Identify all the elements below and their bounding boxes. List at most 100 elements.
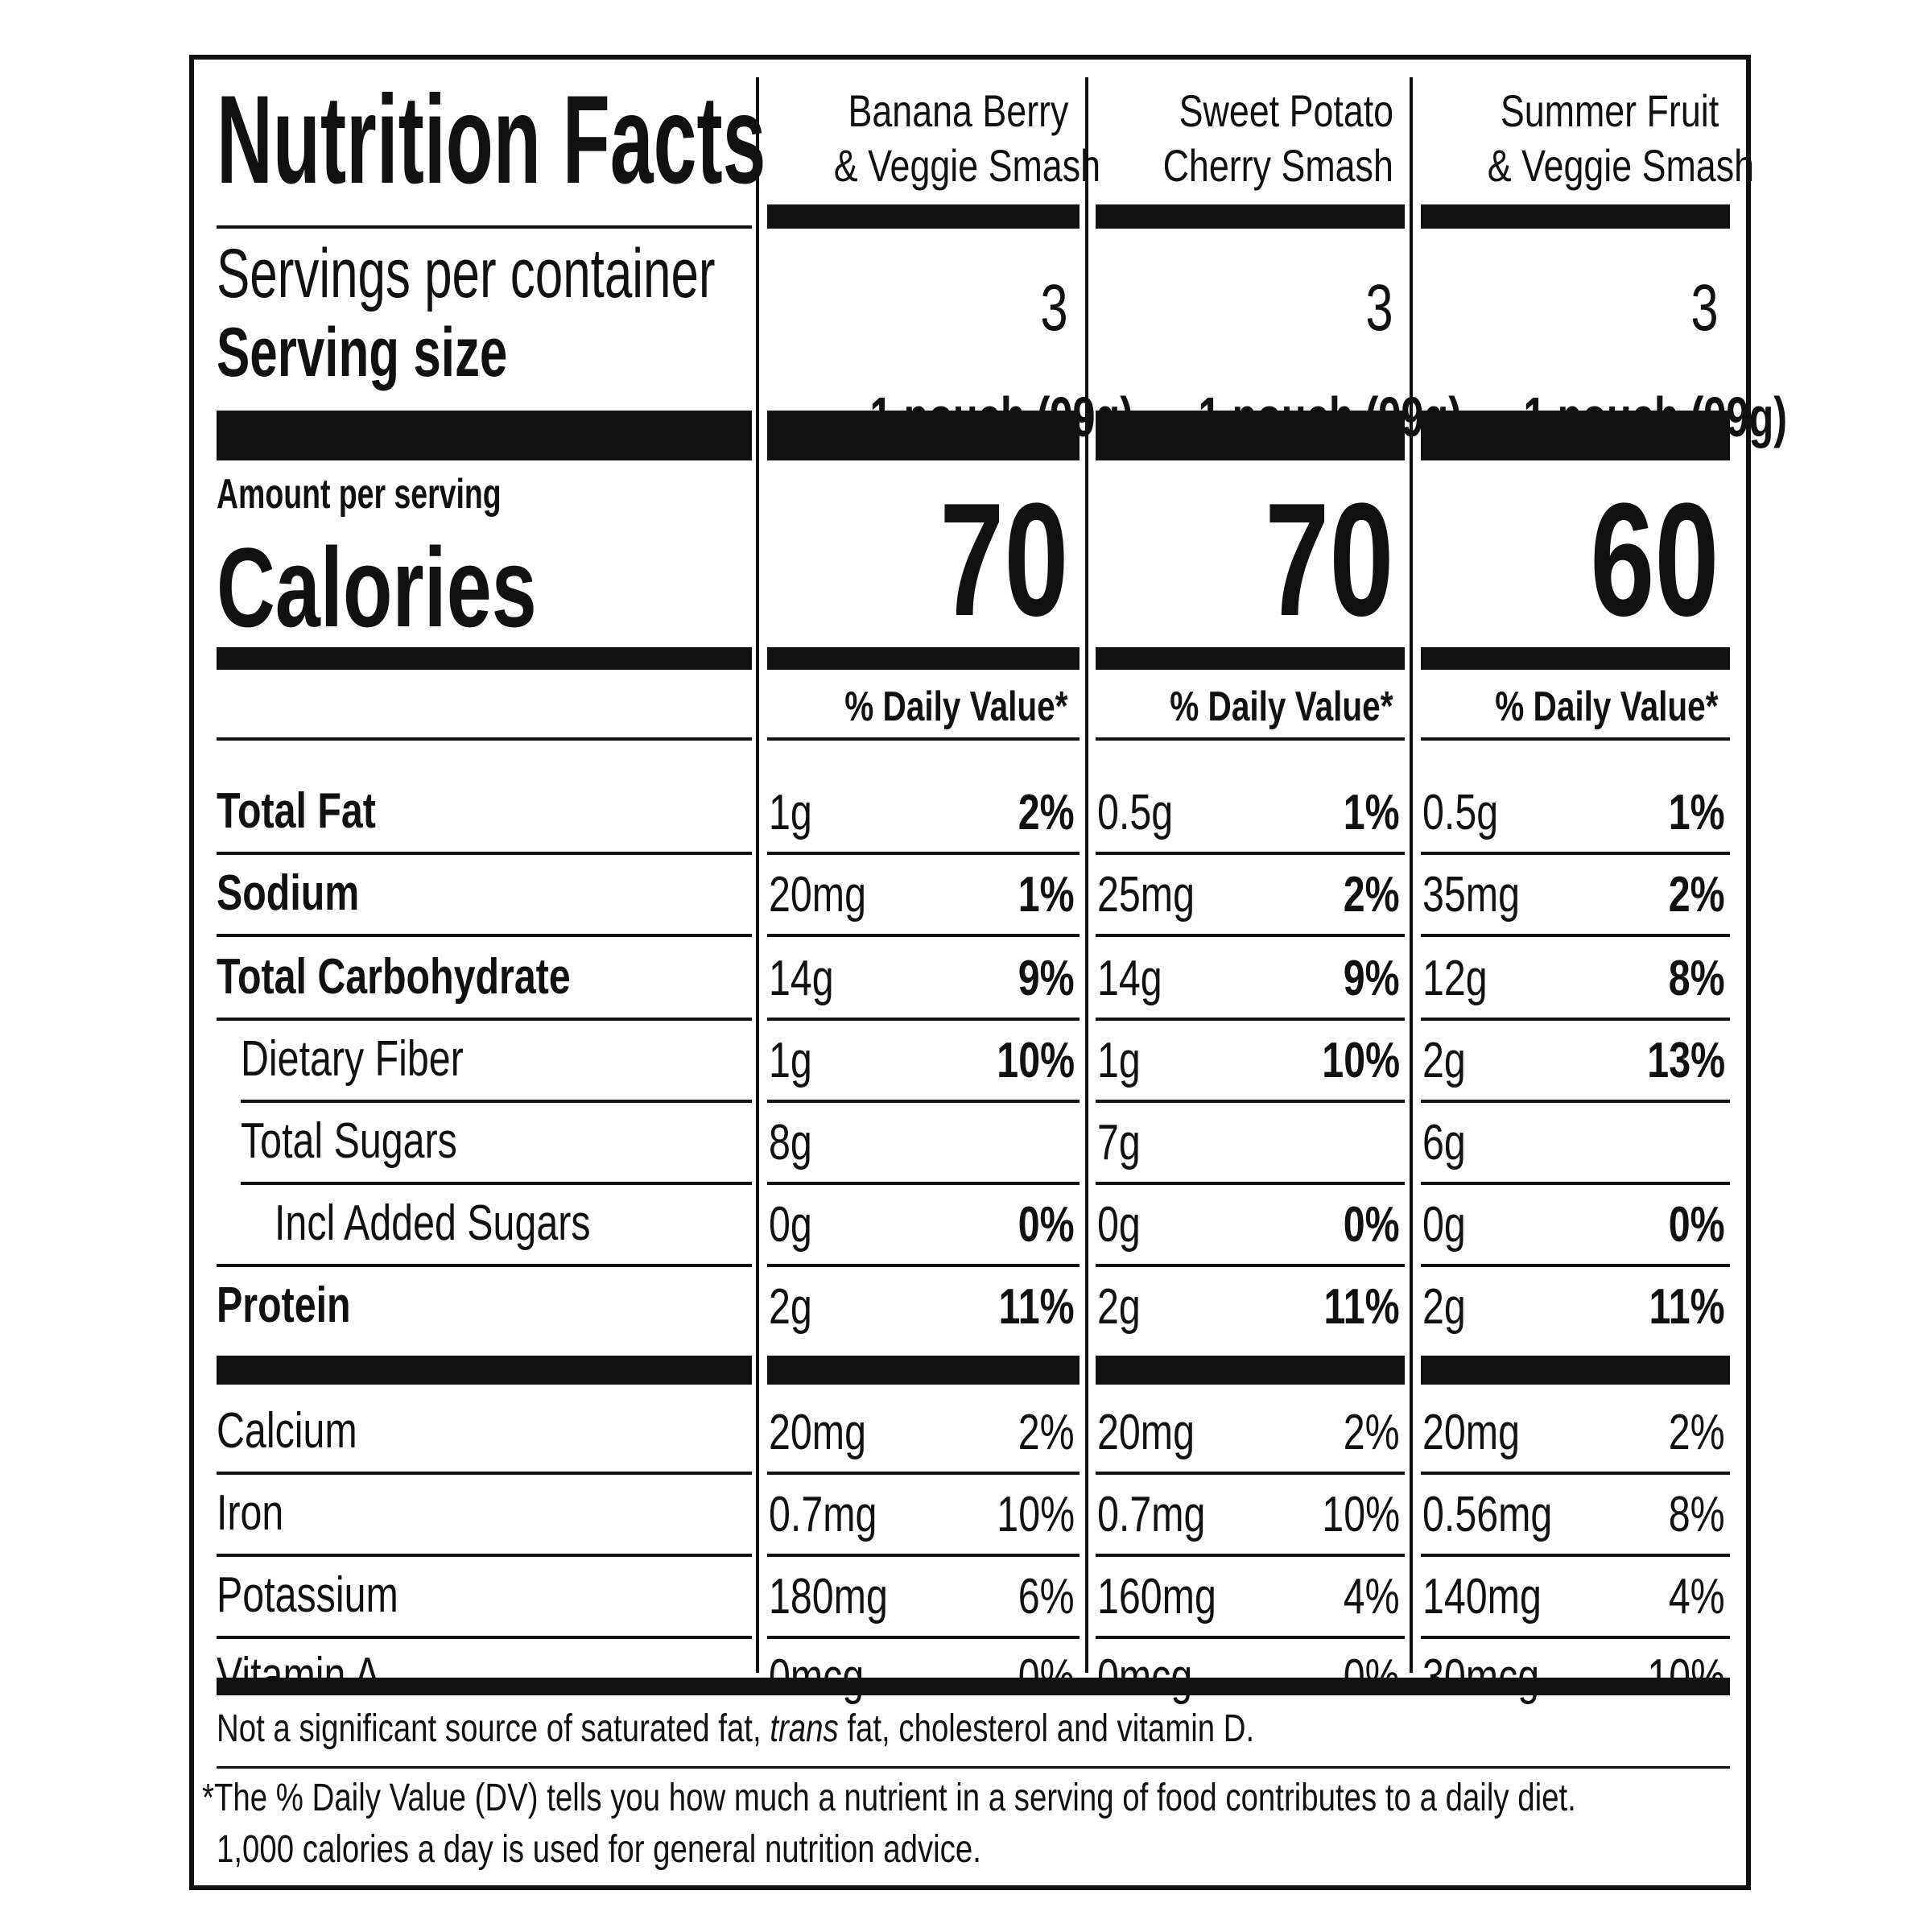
product-name-text: Cherry Smash bbox=[1162, 140, 1393, 191]
divider-thick bbox=[1421, 411, 1730, 460]
nutrient-daily-value-text: 0% bbox=[1344, 1649, 1400, 1707]
nutrient-daily-value: 11% bbox=[1421, 1278, 1725, 1336]
divider-thin bbox=[767, 1018, 1080, 1021]
servings-per-container-value: 3 bbox=[1421, 275, 1719, 341]
divider-thick bbox=[217, 411, 752, 460]
nutrient-daily-value-text: 0% bbox=[1018, 1649, 1075, 1707]
nutrient-daily-value: 10% bbox=[1421, 1649, 1725, 1707]
nutrient-daily-value bbox=[767, 1114, 1075, 1172]
nutrient-amount: 0.7mg bbox=[1097, 1486, 1236, 1544]
nutrient-label: Calcium bbox=[217, 1402, 397, 1460]
nutrition-label: Nutrition Facts Servings per container S… bbox=[189, 55, 1787, 1890]
nutrient-daily-value-text: 2% bbox=[1669, 1405, 1725, 1460]
divider-thin bbox=[1421, 1636, 1730, 1639]
daily-value-header: % Daily Value* bbox=[1421, 683, 1719, 731]
divider-medium bbox=[1096, 204, 1405, 229]
daily-value-header-text: % Daily Value* bbox=[1170, 683, 1393, 730]
label-title-text: Nutrition Facts bbox=[217, 70, 766, 210]
calories-number: 70 bbox=[1264, 470, 1393, 650]
nutrient-amount: 6g bbox=[1422, 1114, 1478, 1172]
nutrient-label-text: Total Carbohydrate bbox=[217, 949, 571, 1005]
divider-medium bbox=[1096, 647, 1405, 670]
daily-value-header-text: % Daily Value* bbox=[844, 683, 1068, 730]
nutrient-amount: 12g bbox=[1422, 950, 1505, 1008]
nutrient-daily-value: 1% bbox=[1096, 784, 1400, 842]
calories-value: 70 bbox=[1096, 480, 1393, 641]
divider-thin bbox=[1421, 1472, 1730, 1475]
divider-thin bbox=[217, 1472, 752, 1475]
serving-size-label: Serving size bbox=[217, 314, 508, 391]
nutrient-amount-text: 0.5g bbox=[1422, 785, 1499, 840]
nutrient-label-text: Protein bbox=[217, 1278, 351, 1333]
nutrient-amount: 20mg bbox=[769, 1404, 894, 1462]
nutrient-amount-text: 0.5g bbox=[1097, 785, 1174, 840]
nutrient-amount: 8g bbox=[769, 1114, 824, 1172]
nutrient-amount: 0mcg bbox=[769, 1649, 891, 1707]
nutrient-amount: 35mg bbox=[1422, 866, 1547, 924]
nutrient-amount: 0g bbox=[769, 1196, 824, 1254]
nutrient-amount-text: 2g bbox=[1097, 1279, 1141, 1335]
nutrient-label: Potassium bbox=[217, 1567, 449, 1624]
nutrient-amount-text: 30mcg bbox=[1422, 1649, 1539, 1707]
nutrient-label: Vitamin A bbox=[217, 1647, 427, 1705]
nutrient-daily-value-text: 4% bbox=[1344, 1569, 1400, 1624]
nutrient-daily-value-text: 10% bbox=[1322, 1033, 1400, 1088]
divider-thin bbox=[1421, 852, 1730, 855]
divider-medium bbox=[1421, 204, 1730, 229]
nutrient-daily-value-text: 9% bbox=[1344, 951, 1400, 1006]
divider-thick bbox=[767, 411, 1080, 460]
nutrient-daily-value-text: 8% bbox=[1669, 1487, 1725, 1542]
nutrient-amount: 0.7mg bbox=[769, 1486, 907, 1544]
nutrient-label: Total Sugars bbox=[241, 1113, 518, 1170]
nutrient-amount: 160mg bbox=[1097, 1568, 1250, 1626]
divider-thin bbox=[217, 852, 752, 855]
nutrient-amount-text: 12g bbox=[1422, 951, 1488, 1006]
product-name-line2: Cherry Smash bbox=[1096, 138, 1393, 193]
nutrient-daily-value-text: 10% bbox=[997, 1033, 1075, 1088]
nutrient-amount-text: 2g bbox=[1422, 1279, 1466, 1335]
nutrient-amount-text: 0.7mg bbox=[769, 1487, 877, 1542]
nutrient-amount: 7g bbox=[1097, 1114, 1153, 1172]
daily-value-header: % Daily Value* bbox=[767, 683, 1068, 731]
divider-thin bbox=[767, 934, 1080, 937]
divider-thin bbox=[767, 1554, 1080, 1557]
servings-per-container-value: 3 bbox=[1096, 275, 1393, 341]
nutrient-label-text: Dietary Fiber bbox=[241, 1031, 464, 1087]
nutrient-amount: 14g bbox=[769, 950, 852, 1008]
divider-thick bbox=[1096, 411, 1405, 460]
nutrient-daily-value: 0% bbox=[1096, 1649, 1400, 1707]
divider-thin bbox=[1421, 1100, 1730, 1103]
nutrient-daily-value-text: 11% bbox=[1323, 1279, 1400, 1335]
nutrient-amount-text: 14g bbox=[1097, 951, 1162, 1006]
nutrient-amount-text: 8g bbox=[769, 1115, 812, 1170]
nutrient-amount: 0.5g bbox=[1097, 784, 1195, 842]
nutrient-daily-value bbox=[1421, 1114, 1725, 1172]
divider-medium bbox=[1421, 647, 1730, 670]
nutrient-daily-value: 0% bbox=[767, 1196, 1075, 1254]
nutrient-amount-text: 14g bbox=[769, 951, 834, 1006]
daily-value-header: % Daily Value* bbox=[1096, 683, 1393, 731]
nutrient-amount: 20mg bbox=[1422, 1404, 1547, 1462]
column-separator bbox=[756, 77, 759, 1673]
nutrient-amount: 140mg bbox=[1422, 1568, 1575, 1626]
calories-number: 70 bbox=[939, 470, 1068, 650]
product-name-line1: Banana Berry bbox=[767, 84, 1068, 138]
divider-thick bbox=[767, 1356, 1080, 1385]
nutrient-daily-value-text: 10% bbox=[1322, 1487, 1400, 1542]
nutrient-amount: 0g bbox=[1097, 1196, 1153, 1254]
nutrient-daily-value-text: 1% bbox=[1669, 785, 1725, 840]
nutrient-amount: 20mg bbox=[1097, 1404, 1222, 1462]
nutrient-daily-value: 9% bbox=[767, 950, 1075, 1008]
nutrient-label-text: Vitamin A bbox=[217, 1648, 381, 1703]
nutrient-amount: 2g bbox=[1422, 1032, 1478, 1090]
nutrient-label: Iron bbox=[217, 1484, 303, 1542]
amount-per-serving-label: Amount per serving bbox=[217, 471, 502, 518]
nutrient-amount-text: 0mcg bbox=[769, 1649, 864, 1707]
nutrient-amount-text: 20mg bbox=[769, 867, 866, 923]
product-name-line2: & Veggie Smash bbox=[1421, 138, 1754, 193]
column-separator bbox=[1085, 77, 1088, 1673]
divider-thin bbox=[1421, 1264, 1730, 1267]
product-name-line2: & Veggie Smash bbox=[767, 138, 1100, 193]
servings-value: 3 bbox=[1690, 271, 1719, 345]
nutrient-daily-value-text: 0% bbox=[1344, 1197, 1400, 1253]
